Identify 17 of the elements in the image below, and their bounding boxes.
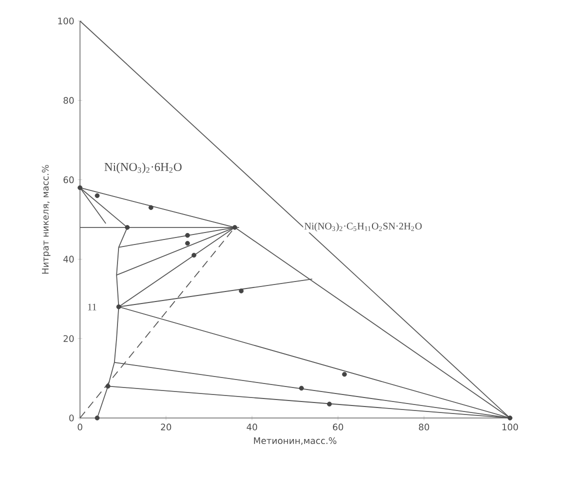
annotation: Ni(NO$_{3}$)$_{2}$·6H$_{2}$O — [104, 162, 182, 174]
y-tick-label: 80 — [64, 96, 74, 104]
x-axis-title: Метионин,масс.% — [254, 437, 336, 445]
y-tick-label: 60 — [64, 176, 74, 184]
y-tick-label: 40 — [63, 256, 74, 263]
y-tick-label: 100 — [58, 18, 74, 24]
x-tick-label: 80 — [418, 424, 430, 430]
y-tick-label: 0 — [69, 414, 74, 422]
y-tick-label: 20 — [64, 335, 74, 342]
annotation: 11 — [88, 304, 96, 310]
x-tick-label: 20 — [160, 424, 172, 430]
x-tick-label: 40 — [246, 424, 258, 430]
x-tick-label: 0 — [78, 424, 82, 430]
y-axis-title: Нитрат никеля, масс.% — [42, 164, 50, 274]
x-tick-label: 60 — [332, 424, 344, 430]
x-tick-label: 100 — [502, 424, 518, 430]
text: Ni(NO$_{3}$)$_{2}$·C$_{5}$H$_{11}$O$_{2}$SN·2H$_{2}$O — [304, 222, 422, 232]
